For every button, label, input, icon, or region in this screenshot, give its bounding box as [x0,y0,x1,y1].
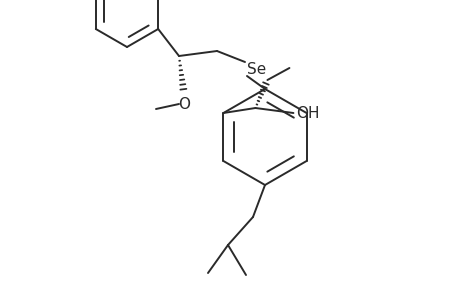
Text: O: O [178,97,190,112]
Text: Se: Se [247,61,266,76]
Text: OH: OH [295,106,319,121]
